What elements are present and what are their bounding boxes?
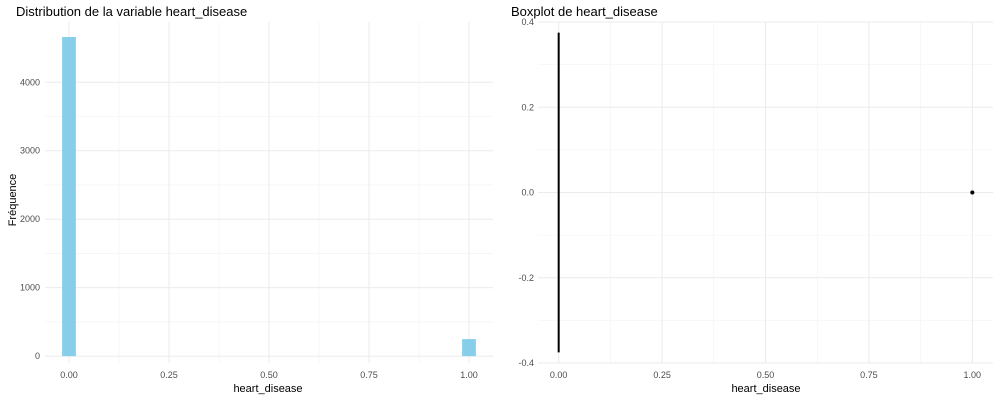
y-tick-label: 0.0 xyxy=(521,188,534,198)
histogram-grid xyxy=(45,22,493,363)
y-tick-label: 0 xyxy=(35,351,40,361)
boxplot-marks xyxy=(557,32,975,353)
x-tick-label: 0.00 xyxy=(60,370,78,380)
y-tick-label: -0.4 xyxy=(518,358,534,368)
x-tick-label: 0.50 xyxy=(260,370,278,380)
y-tick-label: 2000 xyxy=(20,214,40,224)
boxplot-y-tick-labels: -0.4 -0.2 0.0 0.2 0.4 xyxy=(518,17,534,368)
histogram-bar xyxy=(462,339,476,357)
y-tick-label: 1000 xyxy=(20,283,40,293)
boxplot-x-tick-labels: 0.00 0.25 0.50 0.75 1.00 xyxy=(550,370,981,380)
histogram-panel: 0.00 0.25 0.50 0.75 1.00 0 1000 2000 3000 4000 D… xyxy=(7,4,493,395)
x-tick-label: 1.00 xyxy=(460,370,478,380)
y-tick-label: 3000 xyxy=(20,146,40,156)
x-tick-label: 0.75 xyxy=(360,370,378,380)
histogram-bars xyxy=(62,36,476,357)
boxplot-grid xyxy=(538,21,993,364)
histogram-bar xyxy=(62,36,76,357)
x-tick-label: 0.25 xyxy=(653,370,671,380)
y-tick-label: 0.4 xyxy=(521,17,534,27)
x-tick-label: 0.50 xyxy=(757,370,775,380)
histogram-y-axis-label: Fréquence xyxy=(7,174,19,227)
x-tick-label: 0.75 xyxy=(860,370,878,380)
histogram-x-tick-labels: 0.00 0.25 0.50 0.75 1.00 xyxy=(60,370,478,380)
histogram-y-tick-labels: 0 1000 2000 3000 4000 xyxy=(20,77,40,361)
x-tick-label: 0.25 xyxy=(160,370,178,380)
boxplot-title: Boxplot de heart_disease xyxy=(511,4,658,19)
y-tick-label: 0.2 xyxy=(521,102,534,112)
x-tick-label: 0.00 xyxy=(550,370,568,380)
boxplot-outlier-point xyxy=(970,190,975,195)
boxplot-x-axis-label: heart_disease xyxy=(731,383,800,395)
boxplot-panel: 0.00 0.25 0.50 0.75 1.00 -0.4 -0.2 0.0 0.2 0.4 B… xyxy=(511,4,993,395)
y-tick-label: -0.2 xyxy=(518,273,534,283)
histogram-x-axis-label: heart_disease xyxy=(233,383,302,395)
x-tick-label: 1.00 xyxy=(964,370,982,380)
histogram-title: Distribution de la variable heart_diseas… xyxy=(16,4,247,19)
y-tick-label: 4000 xyxy=(20,77,40,87)
